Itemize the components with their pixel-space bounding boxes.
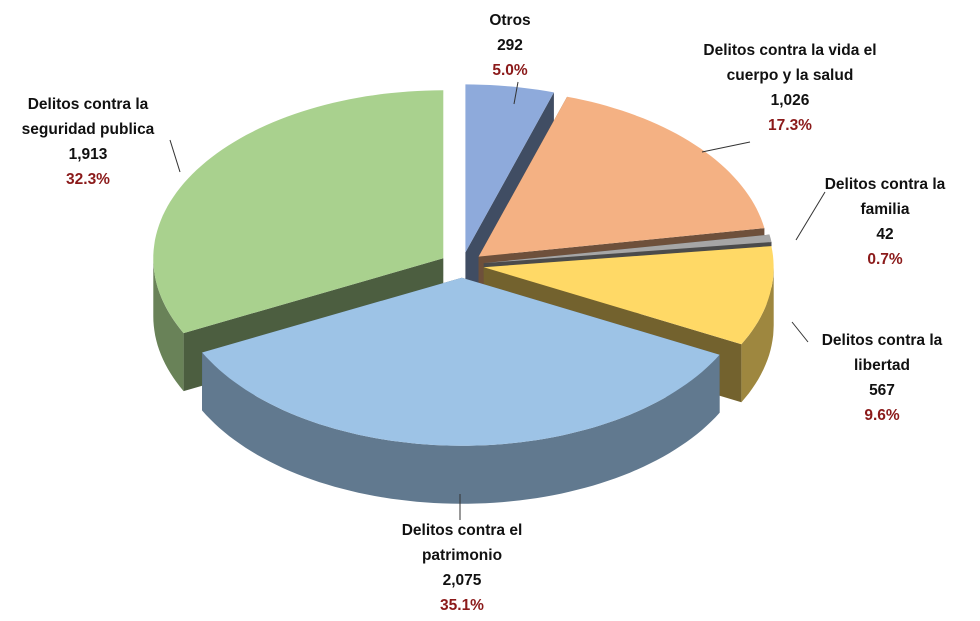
value-label: 292 [497, 37, 523, 54]
percent-label: 32.3% [66, 171, 110, 188]
slice [483, 246, 774, 345]
percent-label: 5.0% [492, 62, 528, 79]
slice-label: Delitos contra la seguridad publica 1,913… [13, 92, 163, 192]
category-name: Delitos contra la seguridad publica [21, 96, 155, 138]
slice [153, 90, 444, 334]
percent-label: 0.7% [867, 251, 903, 268]
slice [478, 96, 765, 257]
slice [465, 84, 554, 253]
percent-label: 17.3% [768, 117, 812, 134]
leader-line [701, 141, 751, 153]
percent-label: 9.6% [864, 407, 900, 424]
slice-label: Delitos contra la libertad 567 9.6% [812, 328, 952, 428]
value-label: 2,075 [442, 572, 482, 589]
leader-line [795, 191, 826, 241]
slice-label: Delitos contra la familia 42 0.7% [815, 172, 955, 272]
slice-label: Otros 292 5.0% [410, 8, 610, 83]
slice-wall [741, 267, 774, 403]
slice-wall [153, 258, 184, 392]
category-name: Delitos contra la libertad [821, 332, 943, 374]
category-name: Otros [489, 12, 531, 29]
category-name: Delitos contra la vida el cuerpo y la sa… [703, 42, 877, 84]
category-name: Delitos contra la familia [824, 176, 946, 218]
slice-label: Delitos contra el patrimonio 2,075 35.1% [387, 518, 537, 618]
leader-line [791, 321, 809, 343]
value-label: 1,913 [68, 146, 108, 163]
slice [202, 277, 720, 446]
slice-label: Delitos contra la vida el cuerpo y la sa… [695, 38, 885, 138]
leader-line [513, 81, 519, 105]
value-label: 1,026 [770, 92, 810, 109]
percent-label: 35.1% [440, 597, 484, 614]
slice [483, 234, 772, 264]
slice-wall [202, 352, 720, 504]
value-label: 567 [869, 382, 895, 399]
leader-line [169, 139, 181, 173]
category-name: Delitos contra el patrimonio [401, 522, 523, 564]
value-label: 42 [876, 226, 894, 243]
